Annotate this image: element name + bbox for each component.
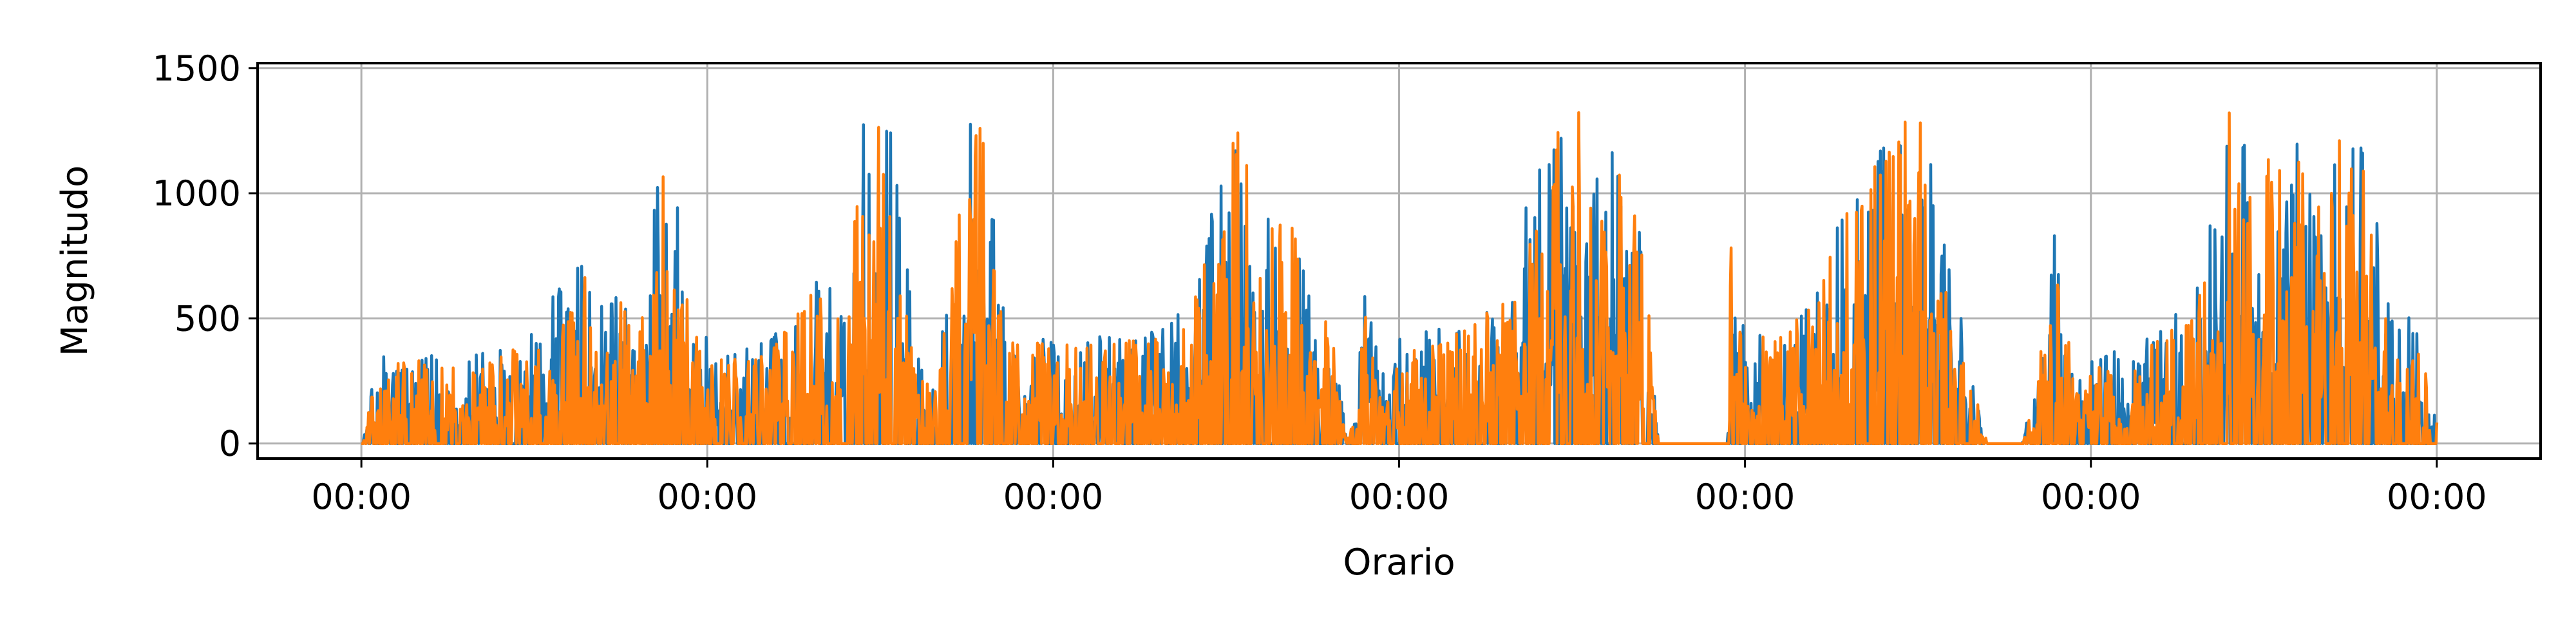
plot-area [361, 111, 2439, 445]
x-tick-label: 00:00 [311, 477, 412, 517]
y-tick-label: 1000 [153, 173, 241, 214]
series-line-2 [361, 111, 2439, 445]
x-tick-label: 00:00 [1003, 477, 1104, 517]
grid [258, 63, 2541, 459]
y-tick-label: 1500 [153, 48, 241, 89]
x-tick-label: 00:00 [1349, 477, 1450, 517]
x-tick-label: 00:00 [2387, 477, 2487, 517]
x-tick-label: 00:00 [1695, 477, 1795, 517]
x-axis: 00:00 00:00 00:00 00:00 00:00 00:00 00:00 [311, 459, 2487, 517]
x-tick-label: 00:00 [657, 477, 757, 517]
x-axis-label: Orario [1343, 542, 1455, 583]
x-tick-label: 00:00 [2041, 477, 2141, 517]
y-tick-label: 500 [175, 298, 241, 339]
y-axis-label: Magnitudo [54, 166, 96, 357]
y-tick-label: 0 [219, 424, 241, 464]
y-axis: 0 500 1000 1500 [153, 48, 258, 464]
